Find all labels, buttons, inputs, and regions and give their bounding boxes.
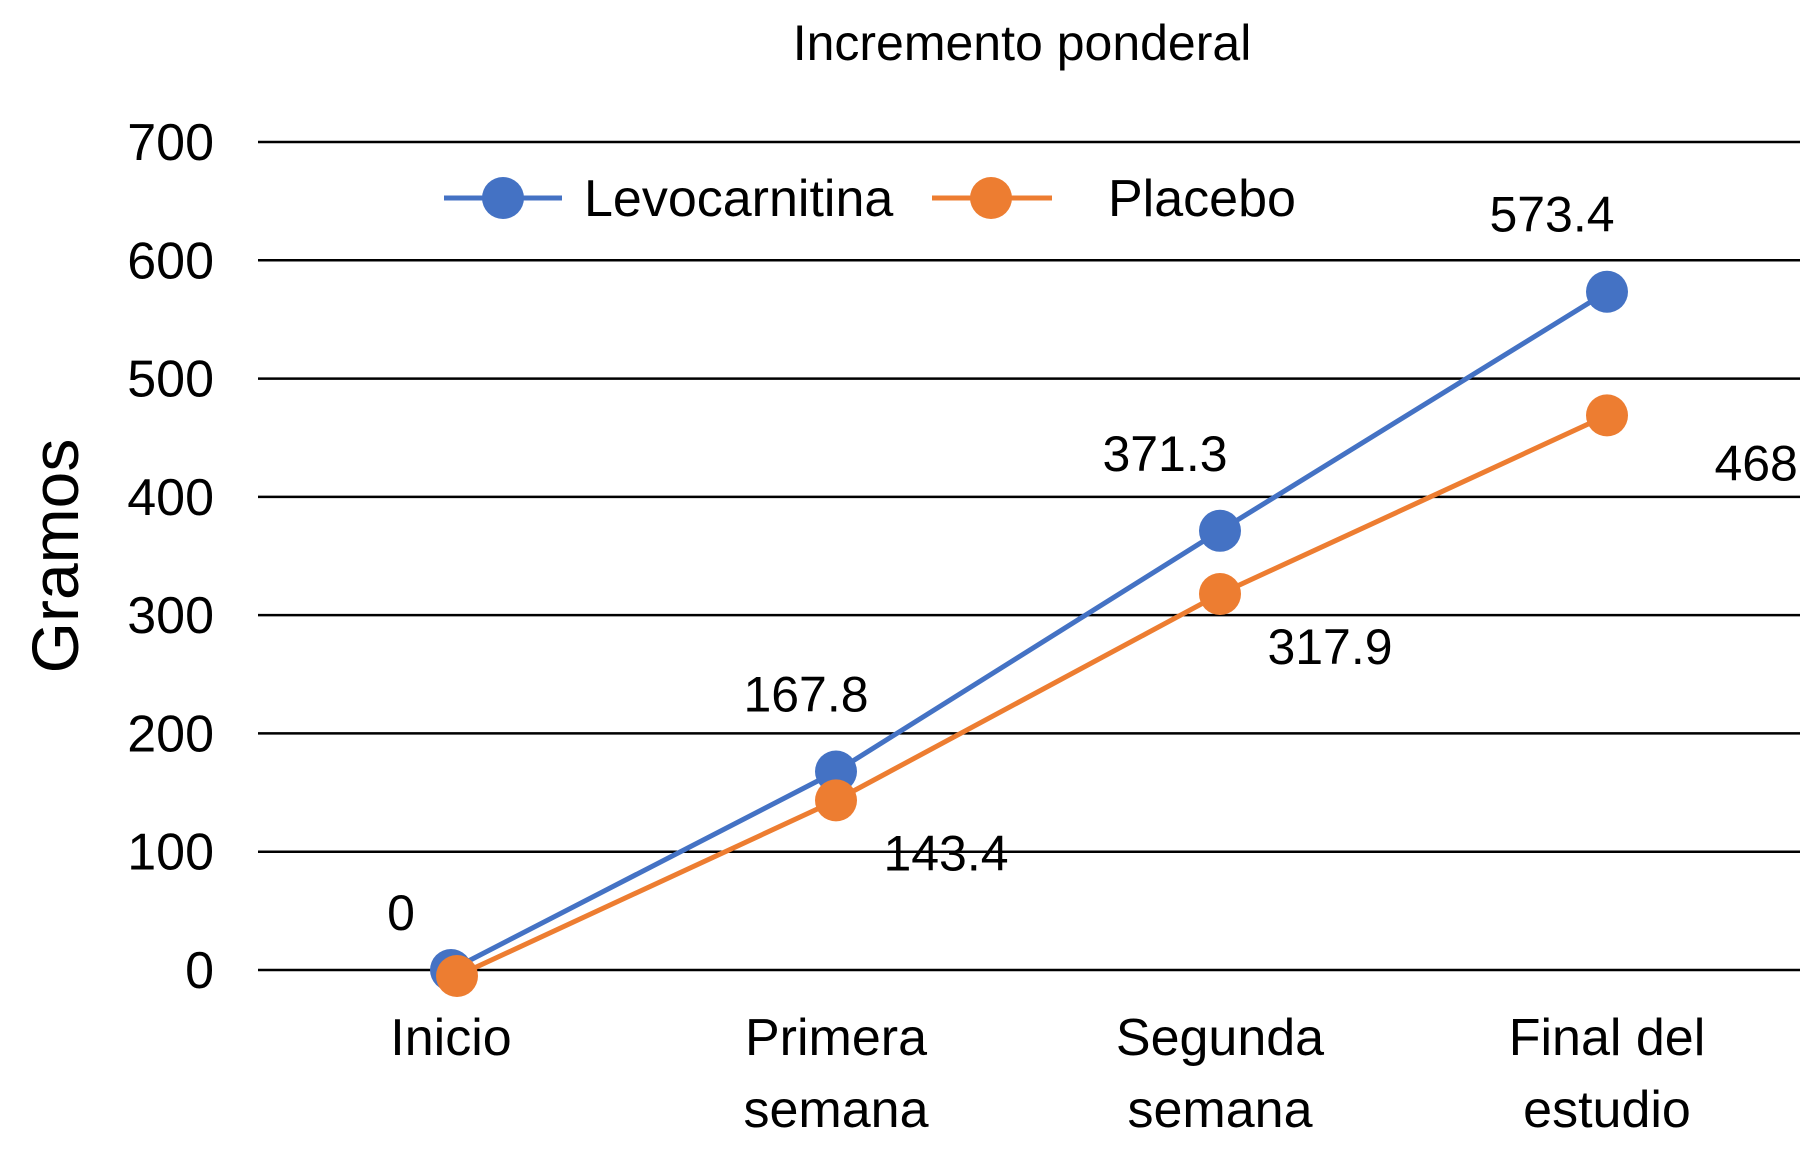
legend-label: Levocarnitina xyxy=(584,170,893,228)
legend-item: Levocarnitina xyxy=(444,170,893,228)
data-label: 317.9 xyxy=(1267,619,1392,675)
chart-title: Incremento ponderal xyxy=(793,15,1252,71)
y-axis-ticks: 0 100 200 300 400 500 600 700 xyxy=(127,114,214,1000)
gridlines xyxy=(258,140,1800,972)
y-tick-label: 500 xyxy=(127,351,214,409)
series-lines xyxy=(430,270,1628,997)
data-point-marker xyxy=(1586,270,1628,313)
legend-item: Placebo xyxy=(932,170,1296,228)
x-axis-ticks: Inicio Primera semana Segunda semana Final de… xyxy=(390,1009,1705,1139)
series-line xyxy=(455,413,1609,979)
x-tick-label-line: estudio xyxy=(1523,1081,1691,1139)
x-tick-label: Inicio xyxy=(390,1009,511,1067)
legend-swatch-marker xyxy=(970,177,1012,219)
data-label: 573.4 xyxy=(1489,187,1614,243)
legend-swatch-marker xyxy=(482,177,524,219)
data-point-marker xyxy=(1586,394,1628,437)
x-tick-label-line: Final del xyxy=(1509,1009,1706,1067)
data-label: 143.4 xyxy=(883,825,1008,881)
data-label: 167.8 xyxy=(743,667,868,723)
y-tick-label: 0 xyxy=(185,942,214,1000)
data-point-marker xyxy=(436,955,478,997)
x-tick-label-line: Inicio xyxy=(390,1009,511,1067)
series-line xyxy=(449,289,1609,973)
x-tick-label-line: semana xyxy=(1128,1081,1313,1139)
data-point-marker xyxy=(815,750,857,793)
data-label: 371.3 xyxy=(1102,426,1227,482)
y-tick-label: 300 xyxy=(127,587,214,645)
data-labels: 0 167.8 371.3 573.4 143.4 317.9 468.9 xyxy=(387,187,1800,941)
series-placebo xyxy=(436,394,1628,997)
legend-label: Placebo xyxy=(1108,170,1296,228)
x-tick-label-line: Primera xyxy=(745,1009,927,1067)
y-tick-label: 700 xyxy=(127,114,214,172)
y-tick-label: 400 xyxy=(127,469,214,527)
y-tick-label: 200 xyxy=(127,705,214,763)
x-tick-label-line: Segunda xyxy=(1116,1009,1324,1067)
data-label: 0 xyxy=(387,885,415,941)
y-tick-label: 100 xyxy=(127,824,214,882)
data-point-marker xyxy=(1199,509,1241,552)
x-tick-label: Final del estudio xyxy=(1509,1009,1706,1139)
x-tick-label: Segunda semana xyxy=(1116,1009,1324,1139)
data-point-marker xyxy=(1199,572,1241,615)
data-label: 468.9 xyxy=(1714,435,1800,491)
legend: Levocarnitina Placebo xyxy=(444,170,1296,228)
data-point-marker xyxy=(815,779,857,822)
y-tick-label: 600 xyxy=(127,232,214,290)
x-tick-label: Primera semana xyxy=(744,1009,929,1139)
x-tick-label-line: semana xyxy=(744,1081,929,1139)
y-axis-label: Gramos xyxy=(18,439,92,674)
